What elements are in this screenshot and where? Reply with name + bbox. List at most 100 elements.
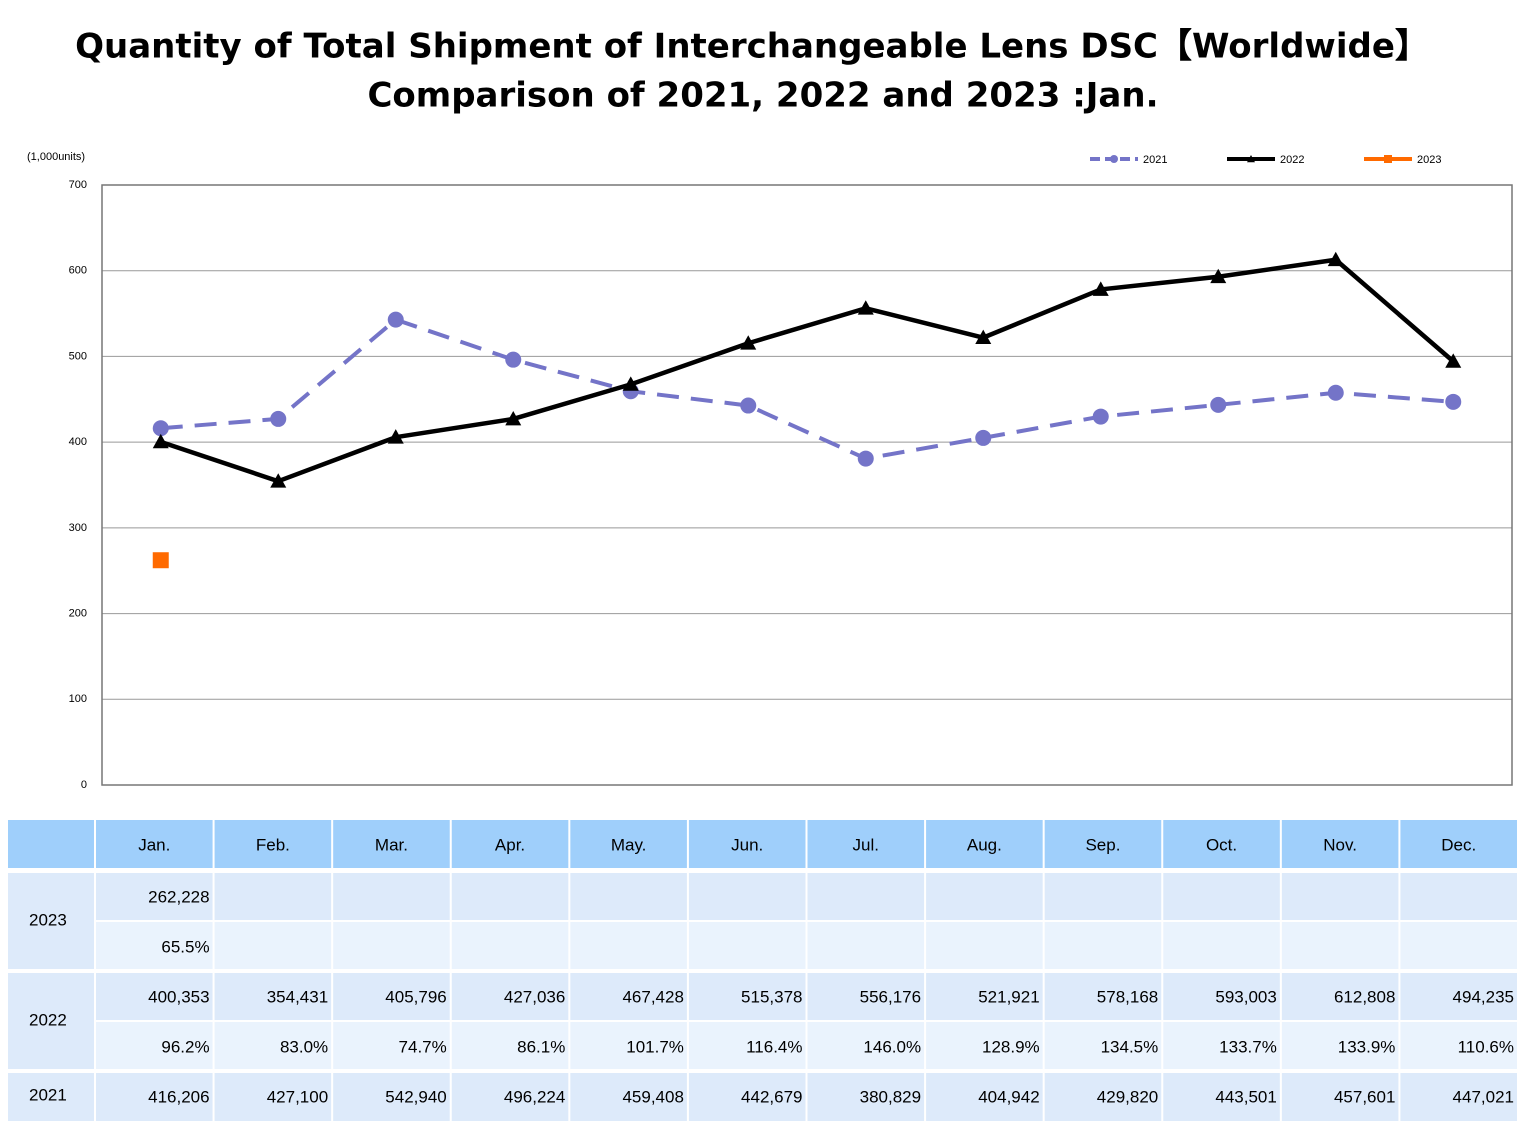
table-cell: 400,353 [148,987,209,1006]
marker [152,420,169,437]
marker [1445,393,1462,410]
y-tick-label: 700 [69,179,87,191]
table-cell: 86.1% [517,1037,565,1056]
marker [505,410,522,426]
y-tick-label: 600 [69,265,87,277]
table-header: Aug. [967,835,1002,854]
table-cell: 134.5% [1101,1037,1159,1056]
table-cell: 262,228 [148,887,209,906]
legend-label: 2023 [1417,154,1441,166]
marker [857,450,874,467]
marker [1210,396,1227,413]
table-header: Jan. [138,835,170,854]
table-header: Feb. [256,835,290,854]
table-cell: 429,820 [1097,1087,1158,1106]
table-header: Mar. [375,835,408,854]
legend-marker [1110,155,1118,163]
table-cell: 405,796 [385,987,446,1006]
marker [740,397,757,414]
table-header: Oct. [1206,835,1237,854]
table-cell: 612,808 [1334,987,1395,1006]
table-cell: 427,100 [267,1087,328,1106]
table-cell: 494,235 [1453,987,1514,1006]
table-header: Sep. [1085,835,1120,854]
marker [622,376,639,391]
marker [152,433,169,449]
row-label: 2022 [29,1010,67,1029]
table-cell: 380,829 [860,1087,921,1106]
marker [505,351,522,368]
table-cell: 354,431 [267,987,328,1006]
table-cell: 467,428 [622,987,683,1006]
y-tick-label: 400 [69,436,87,448]
marker [387,311,404,328]
marker [1327,384,1344,401]
plot-frame [101,184,1513,786]
y-tick-label: 0 [81,779,87,791]
series-line [160,317,1454,461]
series-line [160,257,1455,484]
table-cell: 496,224 [504,1087,565,1106]
y-tick-label: 200 [69,607,87,619]
table-cell: 110.6% [1458,1037,1514,1056]
table-cell: 101.7% [626,1037,684,1056]
marker [152,552,169,569]
table-header-bg [8,820,1518,868]
row-label-bg [8,871,95,971]
marker [1092,281,1109,296]
table-cell: 128.9% [982,1037,1040,1056]
chart-subtitle: Comparison of 2021, 2022 and 2023 :Jan. [367,76,1158,116]
table-cell: 442,679 [741,1087,802,1106]
table-cell: 447,021 [1453,1087,1514,1106]
table-cell: 457,601 [1334,1087,1395,1106]
marker [740,335,757,350]
table-cell: 133.9% [1338,1037,1396,1056]
table-header: Dec. [1441,835,1476,854]
table-header: May. [611,835,647,854]
table-cell: 521,921 [978,987,1039,1006]
marker [1327,251,1344,267]
table-cell: 578,168 [1097,987,1158,1006]
legend-marker [1384,155,1392,163]
y-tick-label: 500 [69,350,87,362]
table-cell: 556,176 [860,987,921,1006]
row-label-bg [8,971,95,1071]
table-cell: 593,003 [1215,987,1276,1006]
table-cell: 443,501 [1215,1087,1276,1106]
table-header: Nov. [1323,835,1357,854]
legend-marker [1247,155,1255,163]
table-cell: 74.7% [399,1037,447,1056]
y-axis-unit: (1,000units) [27,151,85,163]
marker [857,300,874,315]
marker [975,329,992,345]
table-cell: 96.2% [161,1037,209,1056]
table-header: Jul. [853,835,879,854]
marker [270,473,287,488]
table-cell: 83.0% [280,1037,328,1056]
table-cell: 116.4% [746,1037,802,1056]
legend-label: 2021 [1143,154,1167,166]
table-header: Apr. [495,835,525,854]
marker [387,429,404,444]
y-tick-label: 100 [69,693,87,705]
table-cell: 515,378 [741,987,802,1006]
marker [1210,268,1227,284]
table-cell: 459,408 [622,1087,683,1106]
row-label: 2023 [29,910,67,929]
legend-label: 2022 [1280,154,1304,166]
table-cell: 133.7% [1219,1037,1277,1056]
marker [975,429,992,446]
row-label: 2021 [29,1085,67,1104]
table-cell: 65.5% [161,937,209,956]
table-cell: 146.0% [863,1037,921,1056]
table-header: Jun. [731,835,763,854]
marker [1445,353,1462,368]
table-cell: 416,206 [148,1087,209,1106]
chart-title: Quantity of Total Shipment of Interchang… [75,27,1429,67]
marker [1092,408,1109,425]
marker [270,410,287,427]
table-cell: 427,036 [504,987,565,1006]
table-cell: 404,942 [978,1087,1039,1106]
table-cell: 542,940 [385,1087,446,1106]
